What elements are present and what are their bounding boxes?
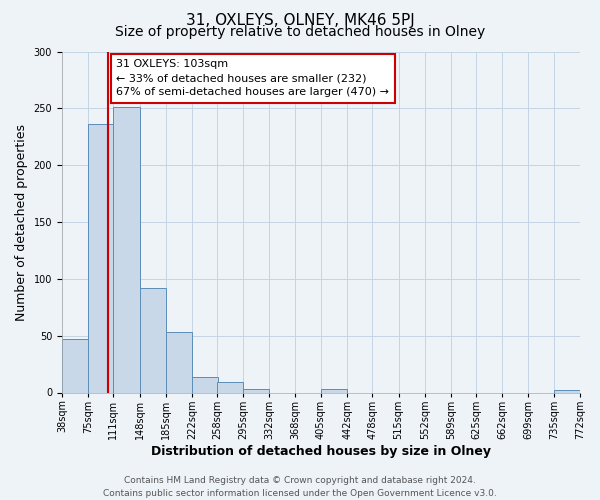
Text: 31 OXLEYS: 103sqm
← 33% of detached houses are smaller (232)
67% of semi-detache: 31 OXLEYS: 103sqm ← 33% of detached hous…	[116, 60, 389, 98]
Bar	[244, 389, 269, 392]
Bar	[62, 339, 88, 392]
Bar	[88, 124, 114, 392]
Bar	[192, 376, 218, 392]
X-axis label: Distribution of detached houses by size in Olney: Distribution of detached houses by size …	[151, 444, 491, 458]
Bar	[166, 332, 192, 392]
Bar	[113, 107, 140, 393]
Text: Contains HM Land Registry data © Crown copyright and database right 2024.
Contai: Contains HM Land Registry data © Crown c…	[103, 476, 497, 498]
Bar	[140, 288, 166, 393]
Bar	[554, 390, 580, 392]
Bar	[217, 382, 244, 392]
Text: Size of property relative to detached houses in Olney: Size of property relative to detached ho…	[115, 25, 485, 39]
Bar	[321, 389, 347, 392]
Y-axis label: Number of detached properties: Number of detached properties	[15, 124, 28, 320]
Text: 31, OXLEYS, OLNEY, MK46 5PJ: 31, OXLEYS, OLNEY, MK46 5PJ	[185, 12, 415, 28]
